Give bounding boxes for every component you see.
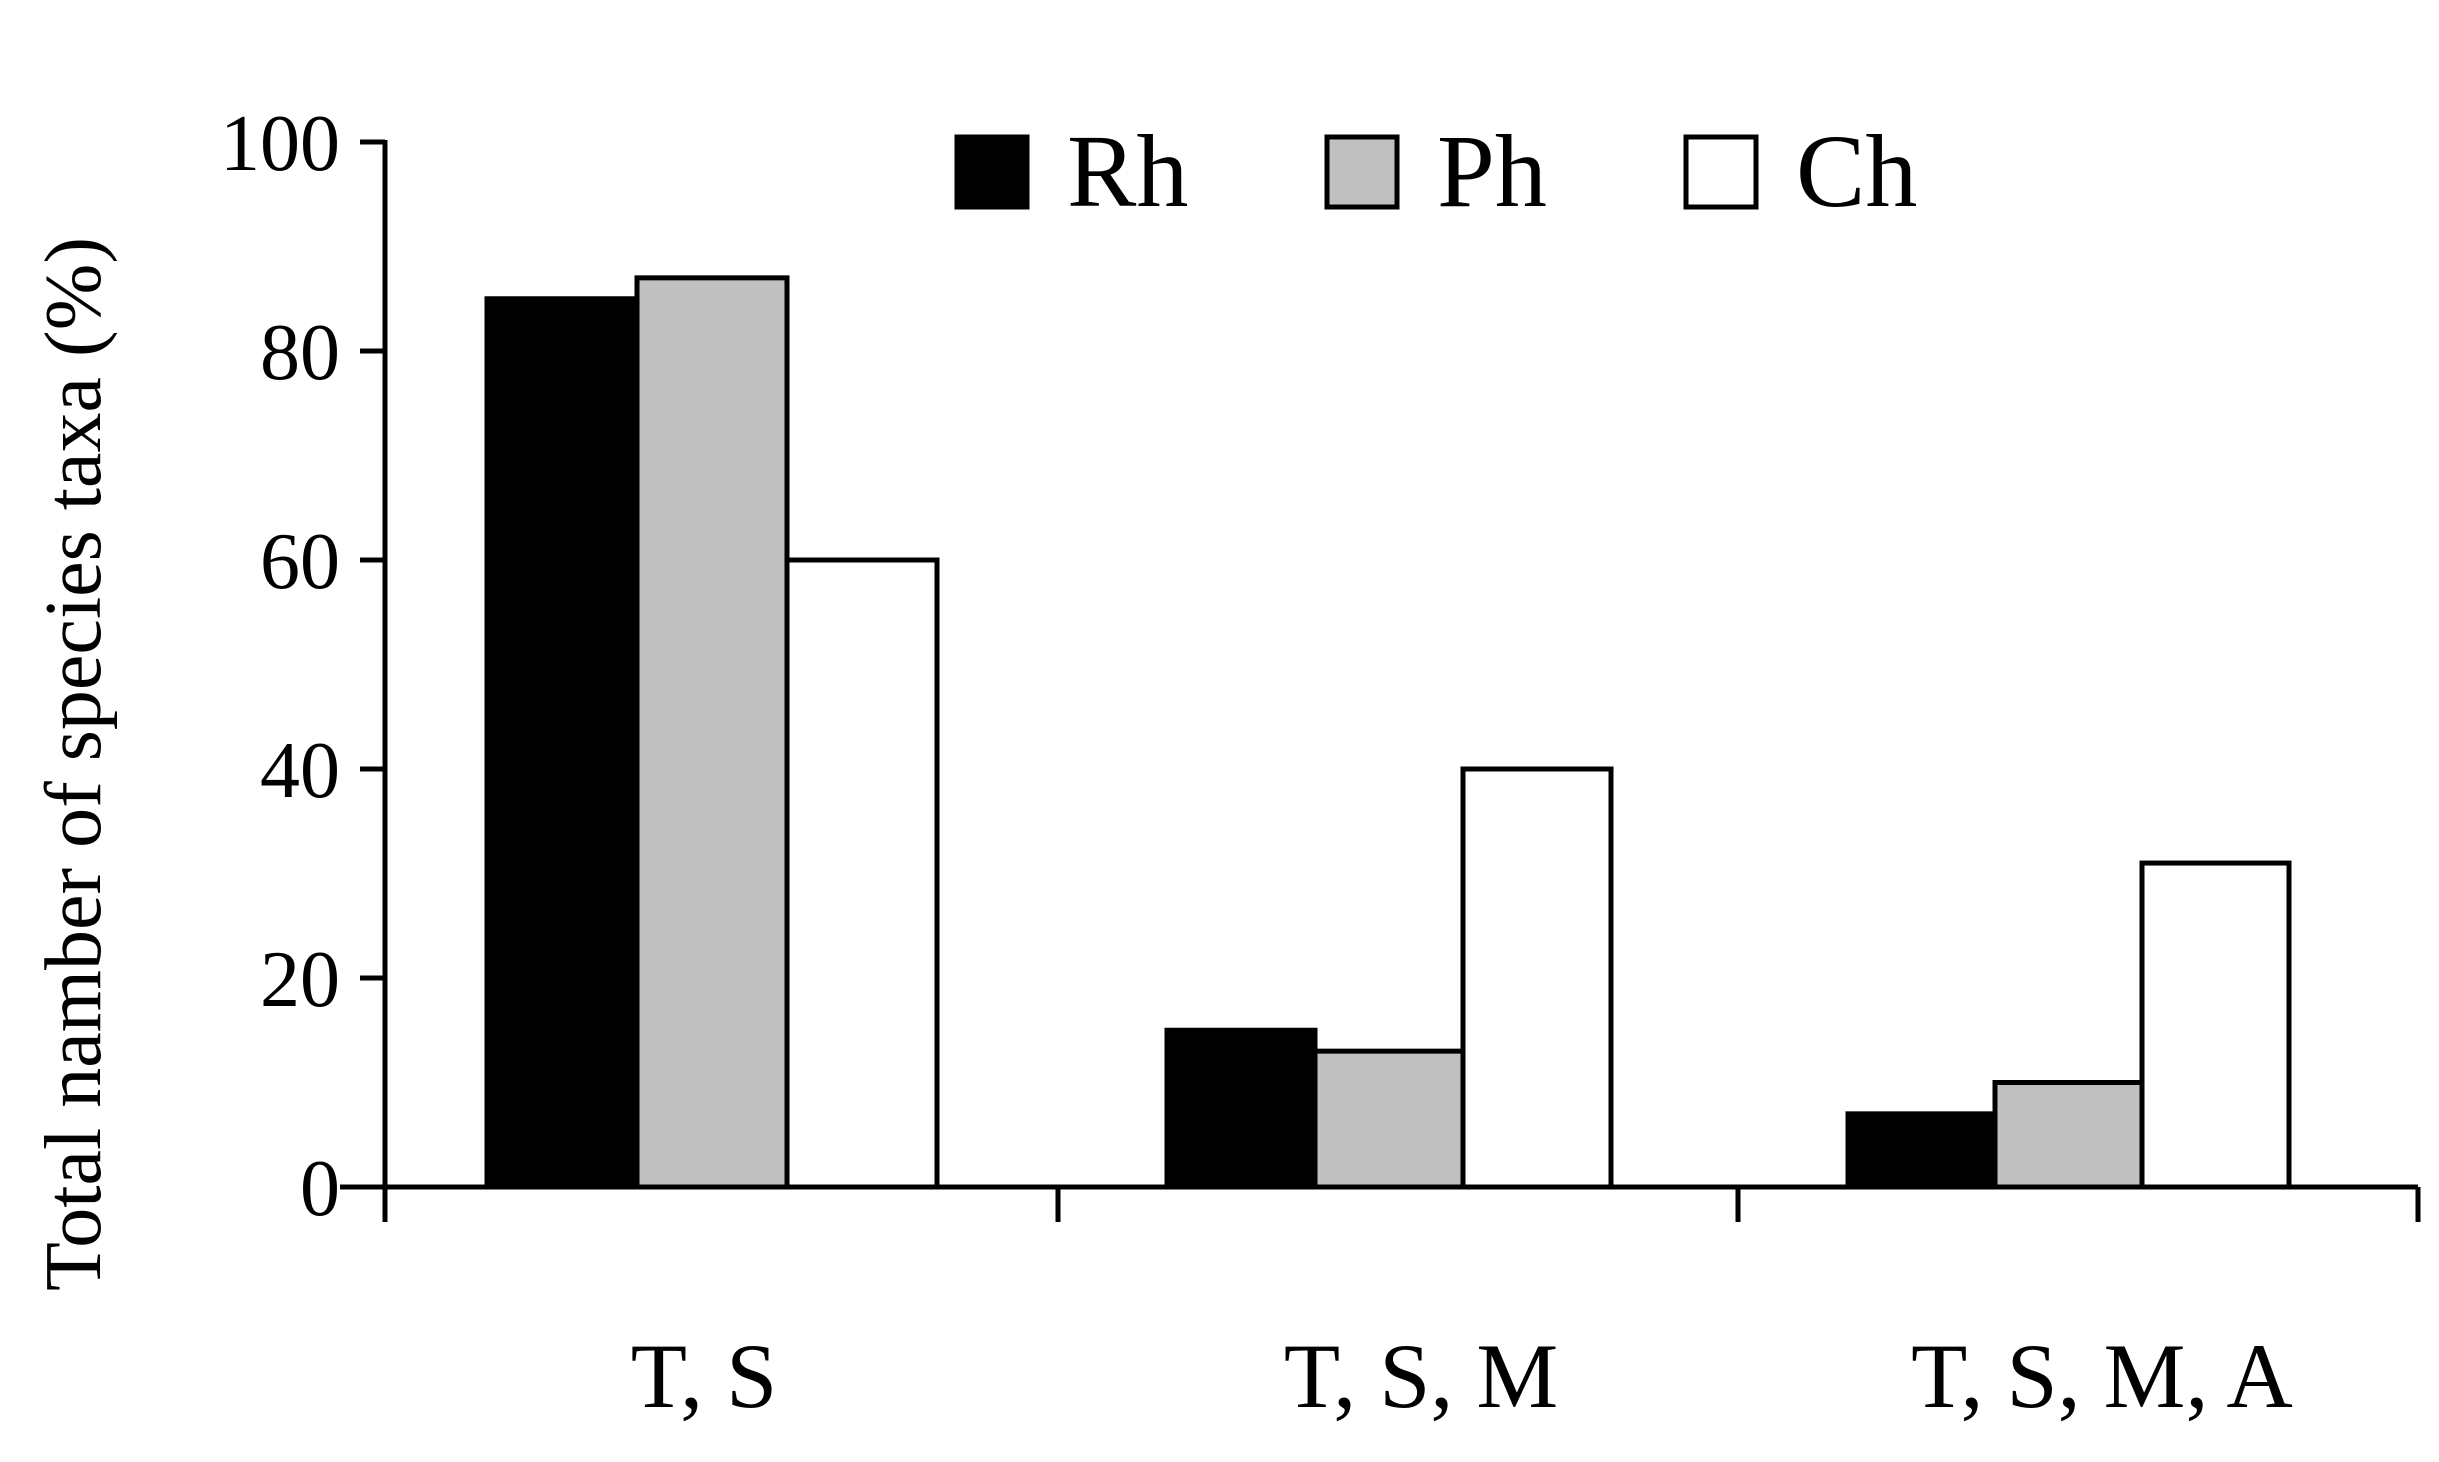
legend-label-rh: Rh (1067, 114, 1188, 229)
legend-swatch-ch (1683, 134, 1759, 210)
bar-ph-1 (1312, 1048, 1466, 1190)
legend: Rh Ph Ch (954, 114, 1917, 229)
bar-rh-0 (484, 296, 640, 1190)
y-tick-label: 100 (220, 100, 340, 188)
axes-layer (340, 140, 2418, 1190)
bar-rh-1 (1164, 1027, 1318, 1190)
y-tick-label: 0 (300, 1145, 340, 1233)
bars-layer (484, 275, 2292, 1190)
bar-ch-0 (784, 557, 940, 1190)
bar-ch-1 (1460, 766, 1614, 1190)
legend-swatch-ph (1324, 134, 1400, 210)
legend-label-ch: Ch (1796, 114, 1917, 229)
x-category-label: T, S (631, 1325, 778, 1427)
y-tick-label: 60 (260, 518, 340, 606)
bar-ph-0 (634, 275, 790, 1190)
y-axis-title: Total namber of species taxa (%) (30, 237, 118, 1291)
y-tick-label: 20 (260, 936, 340, 1024)
y-ticks-layer: 0 20 40 60 80 100 (220, 100, 385, 1233)
y-tick-label: 40 (260, 727, 340, 815)
x-categories-layer: T, S T, S, M T, S, M, A (382, 1187, 2421, 1427)
bar-rh-2 (1845, 1111, 1998, 1190)
y-tick-label: 80 (260, 309, 340, 397)
bar-ph-2 (1992, 1080, 2145, 1190)
x-category-label: T, S, M (1284, 1325, 1558, 1427)
bar-ch-2 (2139, 860, 2292, 1190)
legend-label-ph: Ph (1437, 114, 1547, 229)
x-category-label: T, S, M, A (1911, 1325, 2293, 1427)
legend-swatch-rh (954, 134, 1030, 210)
